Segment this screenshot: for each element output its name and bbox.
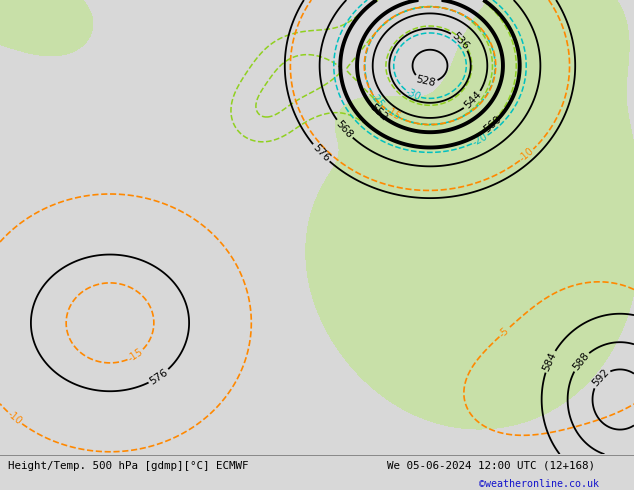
Text: -10: -10: [517, 146, 536, 164]
Text: Height/Temp. 500 hPa [gdmp][°C] ECMWF: Height/Temp. 500 hPa [gdmp][°C] ECMWF: [8, 461, 248, 471]
Text: -15: -15: [126, 347, 145, 364]
Text: 552: 552: [368, 102, 389, 123]
Text: -10: -10: [5, 409, 23, 427]
Text: We 05-06-2024 12:00 UTC (12+168): We 05-06-2024 12:00 UTC (12+168): [387, 461, 595, 471]
Text: 576: 576: [148, 367, 170, 386]
Text: 528: 528: [415, 74, 437, 88]
Text: -30: -30: [404, 87, 422, 102]
Text: -25: -25: [368, 91, 386, 110]
Text: 536: 536: [450, 30, 471, 51]
Text: 568: 568: [334, 119, 354, 140]
Text: 544: 544: [462, 90, 484, 111]
Text: -20: -20: [470, 131, 489, 148]
Text: -15: -15: [383, 105, 402, 122]
Text: -5: -5: [496, 326, 510, 340]
Text: 576: 576: [311, 143, 332, 164]
Text: 584: 584: [541, 350, 559, 372]
Text: ©weatheronline.co.uk: ©weatheronline.co.uk: [479, 479, 598, 489]
Text: 592: 592: [590, 368, 611, 389]
Text: 588: 588: [571, 351, 591, 372]
Text: 560: 560: [482, 114, 503, 135]
